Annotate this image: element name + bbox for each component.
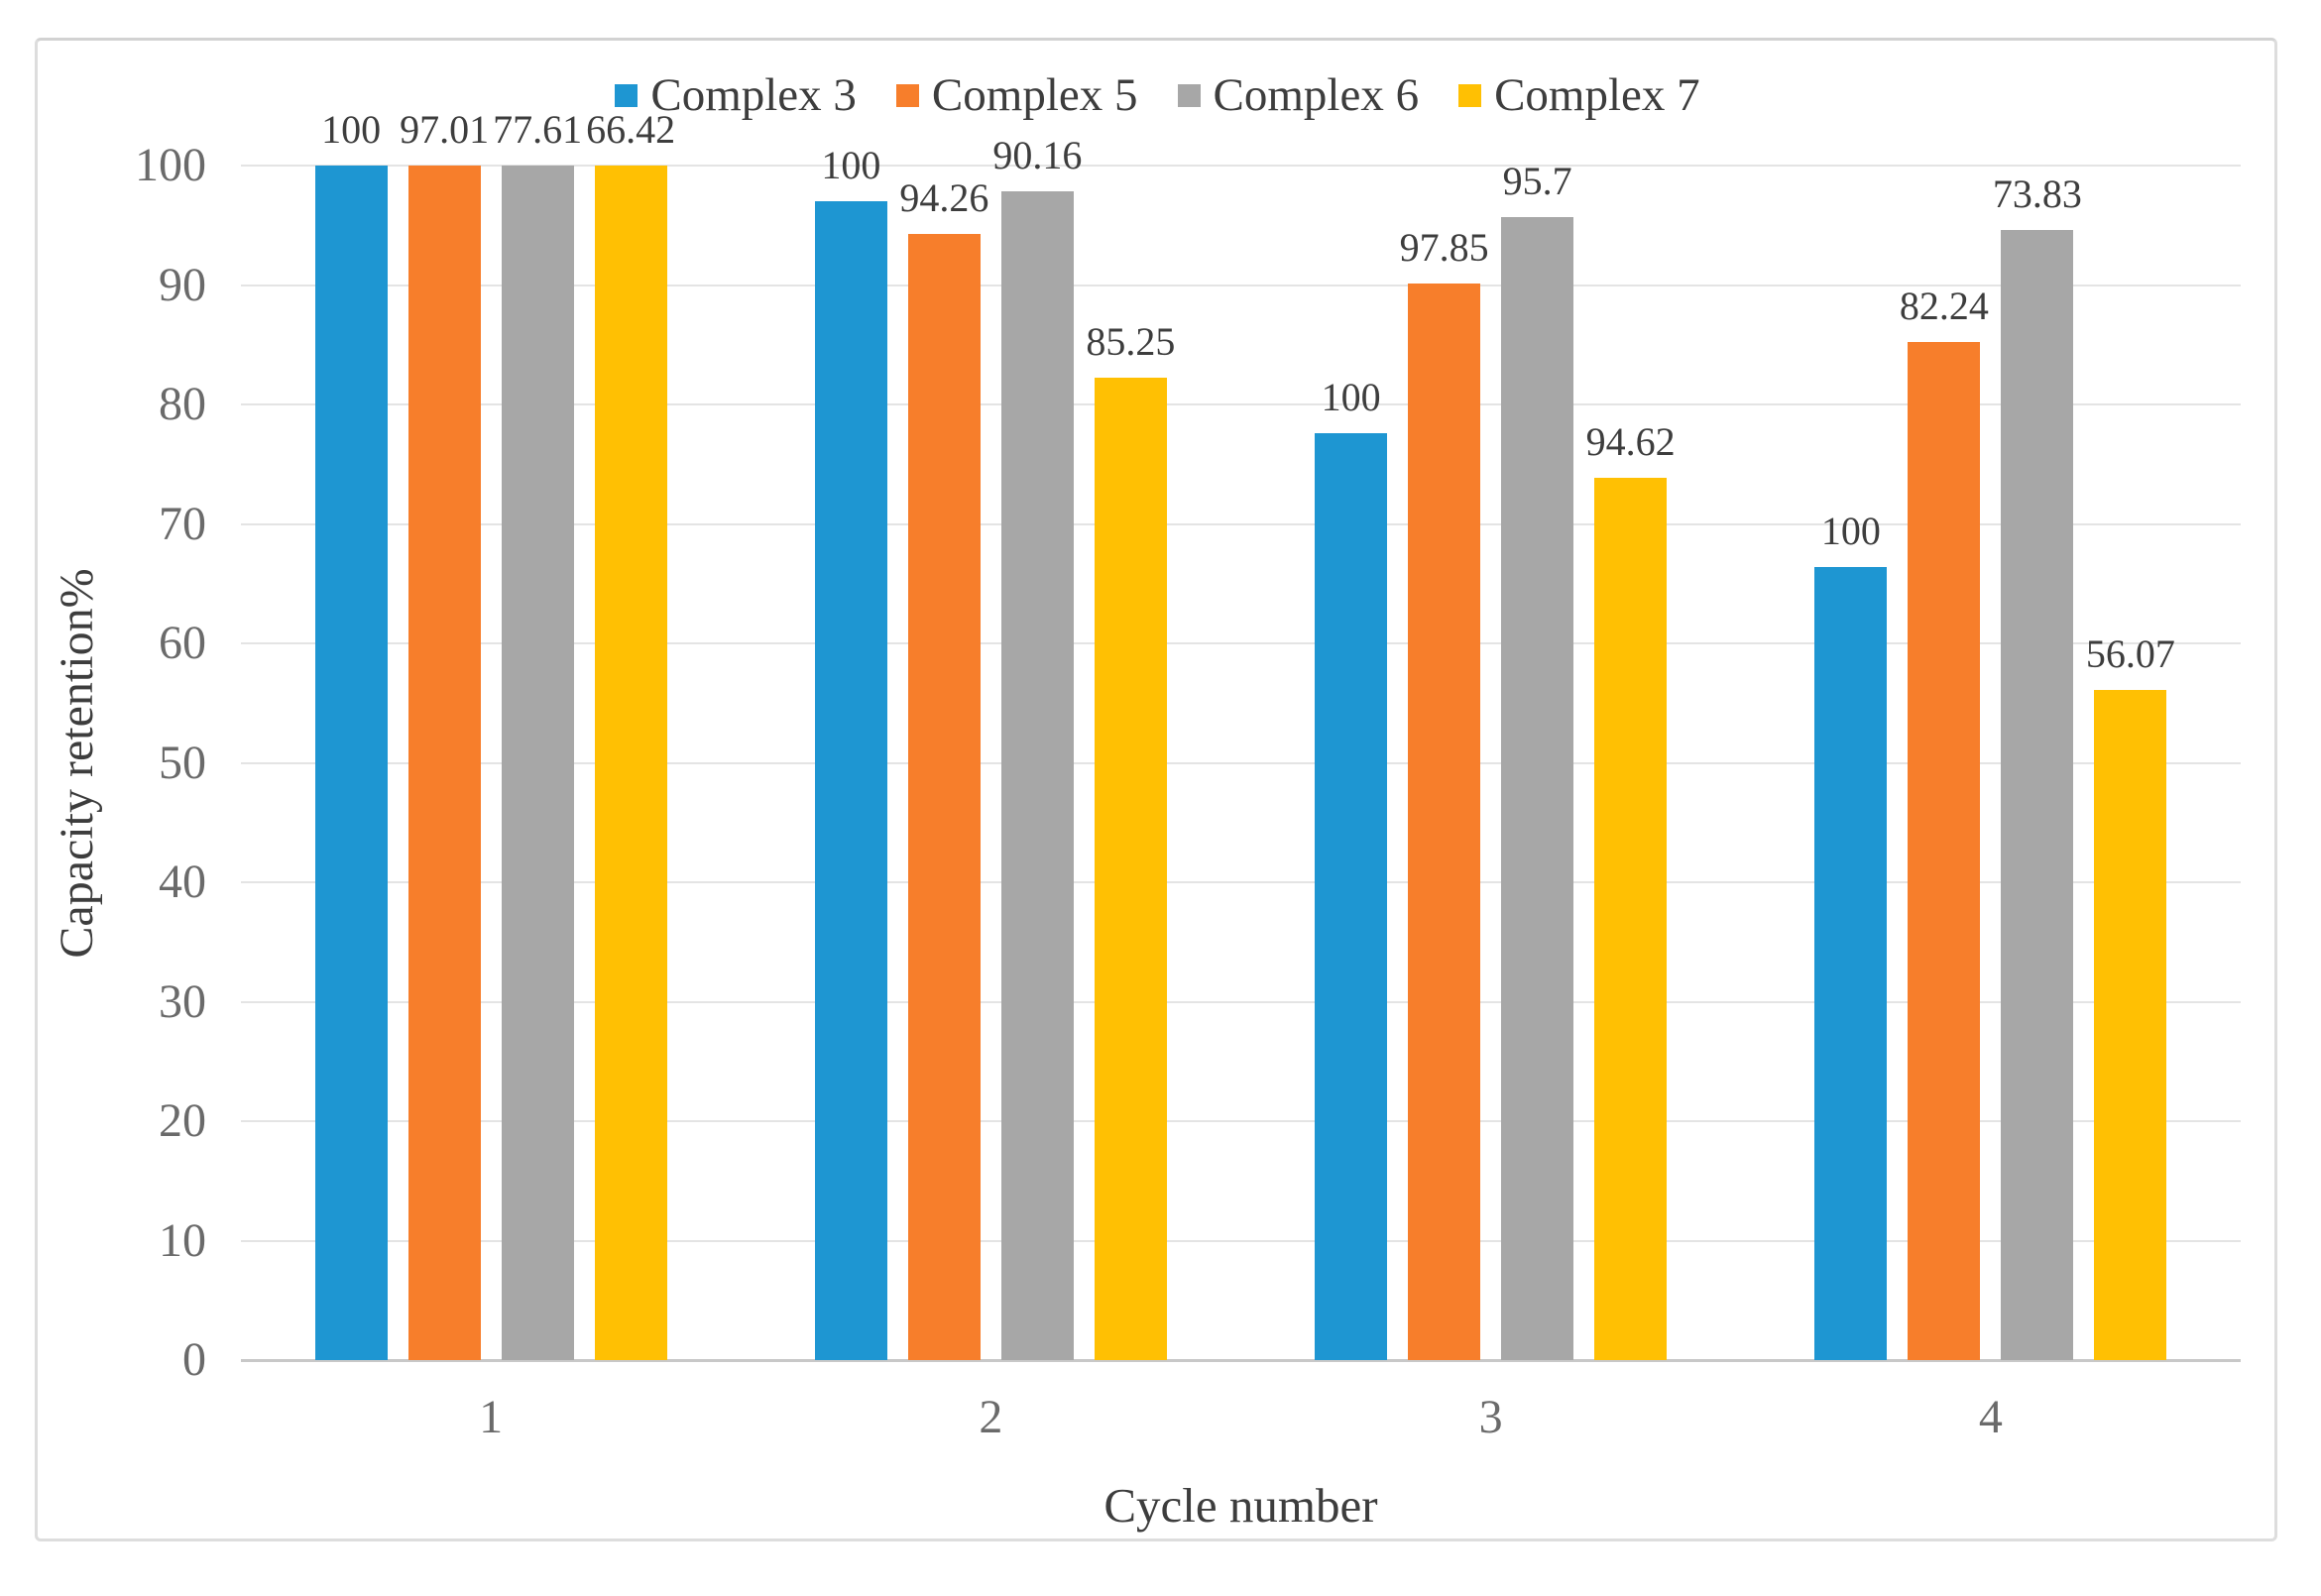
y-tick-label: 90 bbox=[159, 258, 206, 311]
legend-item-complex-6: Complex 6 bbox=[1177, 68, 1420, 121]
bar-complex-5-cat-4 bbox=[1908, 341, 1981, 1360]
bar-value-label: 73.83 bbox=[1992, 171, 2082, 216]
bar-complex-3-cat-1 bbox=[314, 166, 388, 1360]
legend-label: Complex 5 bbox=[931, 68, 1138, 121]
y-tick-label: 60 bbox=[159, 617, 206, 669]
y-tick-label: 20 bbox=[159, 1094, 206, 1147]
gridline bbox=[241, 284, 2241, 286]
bar-complex-6-cat-2 bbox=[1000, 190, 1074, 1360]
gridline bbox=[241, 1000, 2241, 1003]
bar-complex-3-cat-3 bbox=[1315, 432, 1388, 1360]
bar-complex-7-cat-2 bbox=[1094, 378, 1167, 1360]
bar-value-label: 95.7 bbox=[1502, 158, 1572, 203]
x-tick-label: 2 bbox=[979, 1391, 1003, 1443]
bar-value-label: 90.16 bbox=[992, 132, 1083, 177]
bar-value-label: 100 bbox=[821, 143, 881, 188]
gridline bbox=[241, 522, 2241, 525]
y-tick-label: 70 bbox=[159, 497, 206, 550]
bar-complex-6-cat-4 bbox=[2001, 229, 2074, 1360]
bar-complex-5-cat-3 bbox=[1408, 283, 1481, 1360]
x-axis-title: Cycle number bbox=[1103, 1478, 1378, 1533]
bar-value-label: 100 bbox=[1820, 508, 1881, 553]
y-tick-label: 10 bbox=[159, 1213, 206, 1267]
bar-value-label: 100 bbox=[1321, 374, 1381, 419]
gridline bbox=[241, 881, 2241, 883]
legend-label: Complex 6 bbox=[1213, 68, 1420, 121]
x-tick-label: 1 bbox=[479, 1391, 504, 1443]
bar-value-label: 97.01 bbox=[400, 107, 490, 152]
gridline bbox=[241, 642, 2241, 644]
bar-value-label: 82.24 bbox=[1899, 283, 1989, 328]
bar-complex-3-cat-4 bbox=[1814, 566, 1888, 1360]
bar-complex-5-cat-2 bbox=[907, 234, 981, 1360]
x-tick-label: 4 bbox=[1978, 1391, 2003, 1443]
bar-value-label: 97.85 bbox=[1399, 224, 1489, 270]
legend-swatch-icon bbox=[1458, 83, 1482, 107]
y-tick-label: 40 bbox=[159, 855, 206, 908]
y-tick-label: 30 bbox=[159, 974, 206, 1028]
bar-complex-5-cat-1 bbox=[407, 166, 481, 1360]
bar-complex-7-cat-3 bbox=[1594, 478, 1668, 1360]
y-tick-label: 80 bbox=[159, 378, 206, 430]
bar-complex-3-cat-2 bbox=[814, 201, 887, 1360]
x-tick-label: 3 bbox=[1478, 1391, 1503, 1443]
legend-item-complex-7: Complex 7 bbox=[1458, 68, 1700, 121]
bar-value-label: 66.42 bbox=[586, 107, 676, 152]
x-axis-line bbox=[241, 1359, 2241, 1362]
gridline bbox=[241, 165, 2241, 167]
bar-complex-7-cat-4 bbox=[2094, 690, 2167, 1360]
legend-swatch-icon bbox=[895, 83, 919, 107]
y-tick-label: 100 bbox=[135, 139, 206, 191]
legend-item-complex-3: Complex 3 bbox=[615, 68, 857, 121]
legend: Complex 3 Complex 5 Complex 6 Complex 7 bbox=[38, 67, 2277, 123]
gridline bbox=[241, 761, 2241, 764]
bar-value-label: 94.26 bbox=[899, 175, 989, 221]
legend-swatch-icon bbox=[1177, 83, 1201, 107]
bar-value-label: 85.25 bbox=[1086, 319, 1176, 364]
bar-complex-6-cat-1 bbox=[501, 166, 574, 1360]
bar-value-label: 77.61 bbox=[493, 107, 583, 152]
bar-value-label: 56.07 bbox=[2085, 631, 2175, 677]
y-tick-label: 0 bbox=[182, 1333, 206, 1386]
gridline bbox=[241, 1120, 2241, 1122]
bar-complex-6-cat-3 bbox=[1501, 216, 1574, 1360]
legend-label: Complex 3 bbox=[650, 68, 857, 121]
y-tick-label: 50 bbox=[159, 736, 206, 789]
gridline bbox=[241, 403, 2241, 405]
bar-value-label: 100 bbox=[321, 107, 382, 152]
legend-item-complex-5: Complex 5 bbox=[895, 68, 1138, 121]
legend-label: Complex 7 bbox=[1494, 68, 1700, 121]
bar-value-label: 94.62 bbox=[1585, 419, 1676, 465]
bar-complex-7-cat-1 bbox=[594, 166, 667, 1360]
gridline bbox=[241, 1239, 2241, 1242]
legend-swatch-icon bbox=[615, 83, 638, 107]
